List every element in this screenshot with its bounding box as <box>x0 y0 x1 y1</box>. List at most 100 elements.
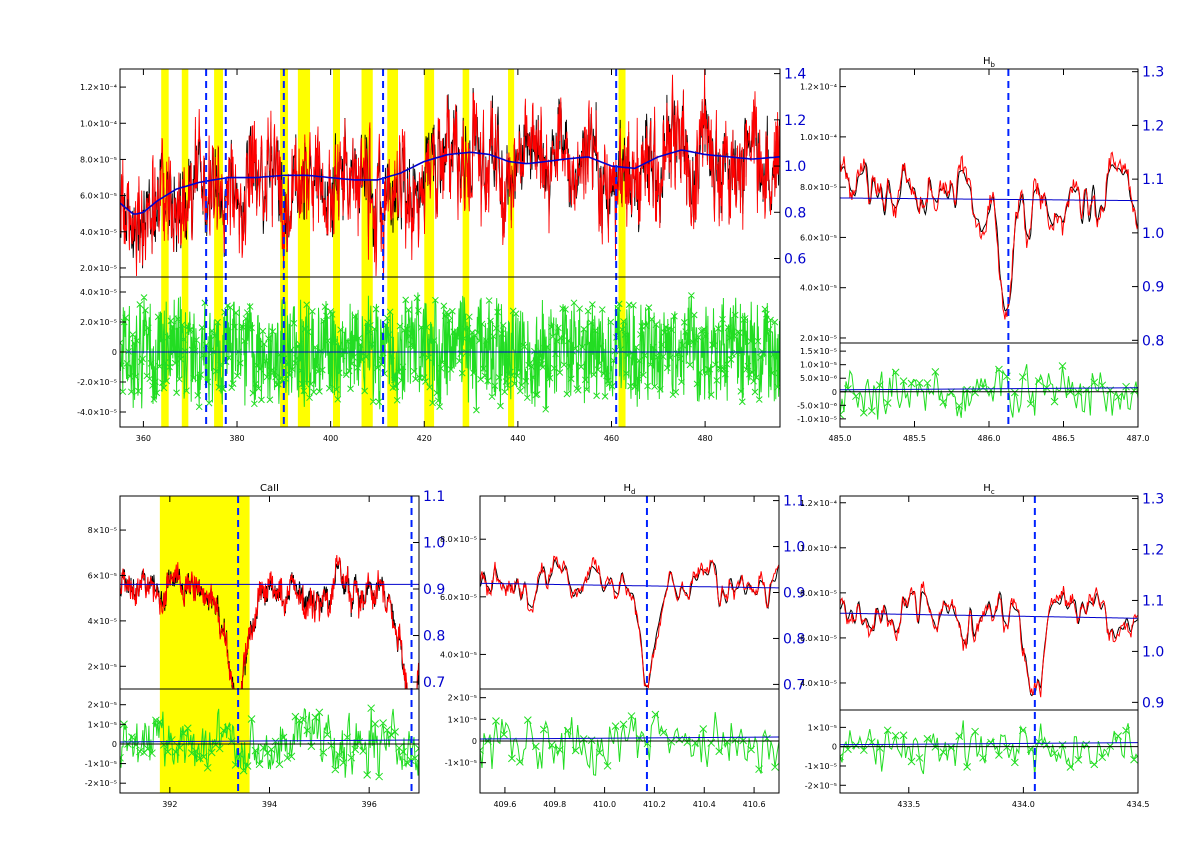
residual-area <box>120 704 419 781</box>
x-tick-label: 400 <box>323 434 338 443</box>
observed-spectrum-line <box>840 590 1138 697</box>
y-tick-label: 8.0×10⁻⁵ <box>80 155 117 164</box>
residual-y-tick-label: -4.0×10⁻⁵ <box>77 408 117 417</box>
continuum-line <box>840 197 1138 202</box>
y2-tick-label: 1.0 <box>783 540 805 556</box>
panel-caii: 392 394 396 2×10⁻⁵ 4×10⁻⁵ 6×10⁻⁵ 8×10⁻⁵ 0.7 0.8 0… <box>85 483 446 809</box>
spectrum-area <box>840 151 1138 320</box>
x-tick-label: 480 <box>697 434 712 443</box>
y-tick-label: 6.0×10⁻⁵ <box>80 192 117 201</box>
mask-band <box>424 69 435 427</box>
residual-y-tick-label: 5.0×10⁻⁶ <box>800 374 837 383</box>
y-tick-label: 6×10⁻⁵ <box>88 571 117 580</box>
y2-tick-label: 0.8 <box>784 205 806 221</box>
y2-tick-label: 1.0 <box>1142 644 1164 660</box>
mask-band <box>181 69 189 427</box>
y2-tick-label: 1.3 <box>1142 65 1164 81</box>
y-tick-label: 6.0×10⁻⁵ <box>800 634 837 643</box>
residual-frame <box>839 342 1139 428</box>
x-tick-label: 360 <box>136 434 151 443</box>
residual-y-tick-label: -2×10⁻⁵ <box>85 779 117 788</box>
residual-y-tick-label: 1.0×10⁻⁵ <box>800 361 837 370</box>
observed-spectrum-line <box>840 161 1138 312</box>
residual-y-tick-label: -5.0×10⁻⁶ <box>797 401 837 410</box>
residual-line <box>480 712 779 776</box>
spectrum-area <box>120 554 419 689</box>
y-tick-label: 1.0×10⁻⁴ <box>80 119 117 128</box>
x-tick-label: 434.5 <box>1127 800 1150 809</box>
mask-band <box>214 69 223 427</box>
x-tick-label: 410.2 <box>643 800 666 809</box>
y2-tick-label: 1.0 <box>1142 226 1164 242</box>
y2-tick-label: 1.2 <box>1142 543 1164 559</box>
continuum-line <box>120 149 780 215</box>
residual-markers <box>840 726 1138 771</box>
residual-line <box>840 720 1138 777</box>
y2-tick-label: 1.0 <box>784 159 806 175</box>
x-tick-label: 410.4 <box>693 800 716 809</box>
residual-y-tick-label: 2.0×10⁻⁵ <box>80 318 117 327</box>
mask-band <box>462 69 470 427</box>
y-tick-label: 1.2×10⁻⁴ <box>80 83 117 92</box>
y2-tick-label: 0.9 <box>423 582 445 598</box>
y2-tick-label: 1.0 <box>423 536 445 552</box>
residual-y-tick-label: 2×10⁻⁵ <box>88 701 117 710</box>
mask-band <box>508 69 515 427</box>
model-spectrum-line <box>480 555 779 689</box>
residual-area <box>120 292 780 414</box>
residual-y-tick-label: -2.0×10⁻⁵ <box>77 378 117 387</box>
residual-markers <box>480 710 779 774</box>
y2-tick-label: 0.9 <box>1142 280 1164 296</box>
x-tick-label: 410.0 <box>593 800 616 809</box>
residual-line <box>840 364 1138 420</box>
y-tick-label: 4×10⁻⁵ <box>88 617 117 626</box>
y-tick-label: 1.2×10⁻⁴ <box>800 83 837 92</box>
y-tick-label: 2×10⁻⁵ <box>88 662 117 671</box>
x-tick-label: 487.0 <box>1127 434 1150 443</box>
panel-title: Hd <box>624 483 636 496</box>
residual-markers <box>120 704 419 781</box>
x-tick-label: 440 <box>510 434 525 443</box>
residual-trend-line <box>120 739 419 743</box>
residual-y-tick-label: -1×10⁻⁵ <box>445 759 477 768</box>
residual-line <box>120 292 780 411</box>
residual-area <box>840 362 1138 420</box>
y-tick-label: 2.0×10⁻⁵ <box>80 264 117 273</box>
mask-band <box>618 69 626 427</box>
panel-hb: 485.0 485.5 486.0 486.5 487.0 2.0×10⁻⁵ 4.0×10⁻… <box>797 56 1164 443</box>
residual-y-tick-label: 1×10⁻⁵ <box>808 723 837 732</box>
x-tick-label: 392 <box>162 800 177 809</box>
y2-tick-label: 1.1 <box>783 494 805 510</box>
mask-band <box>387 69 399 427</box>
y-tick-label: 4.0×10⁻⁵ <box>800 679 837 688</box>
x-tick-label: 486.5 <box>1052 434 1075 443</box>
y-tick-label: 8×10⁻⁵ <box>88 526 117 535</box>
x-tick-label: 409.6 <box>493 800 516 809</box>
y2-tick-label: 0.6 <box>784 252 806 268</box>
y2-tick-label: 1.1 <box>1142 172 1164 188</box>
model-spectrum-line <box>120 554 419 689</box>
model-spectrum-line <box>840 581 1138 698</box>
x-tick-label: 394 <box>262 800 277 809</box>
x-tick-label: 485.5 <box>903 434 926 443</box>
residual-frame <box>839 709 1139 794</box>
y2-tick-label: 0.9 <box>1142 695 1164 711</box>
x-tick-label: 409.8 <box>543 800 566 809</box>
panel-overview: 360 380 400 420 440 460 480 2.0×10⁻⁵ 4.0×10⁻⁵ 6.0… <box>77 67 806 443</box>
y2-tick-label: 1.4 <box>784 67 806 83</box>
mask-band <box>361 69 373 427</box>
x-tick-label: 433.5 <box>897 800 920 809</box>
x-tick-label: 410.6 <box>743 800 766 809</box>
mask-band <box>332 69 340 427</box>
residual-trend-line <box>840 387 1138 391</box>
residual-y-tick-label: -1×10⁻⁵ <box>85 760 117 769</box>
residual-y-tick-label: 1.5×10⁻⁵ <box>800 347 837 356</box>
residual-y-tick-label: -1×10⁻⁵ <box>805 762 837 771</box>
residual-y-tick-label: 0 <box>112 740 117 749</box>
y2-tick-label: 0.8 <box>783 631 805 647</box>
residual-trend-line <box>840 742 1138 746</box>
panel-hd: 409.6 409.8 410.0 410.2 410.4 410.6 4.0×10⁻⁵ 6.… <box>440 483 805 809</box>
x-tick-label: 396 <box>362 800 377 809</box>
y-tick-label: 1.2×10⁻⁴ <box>800 499 837 508</box>
